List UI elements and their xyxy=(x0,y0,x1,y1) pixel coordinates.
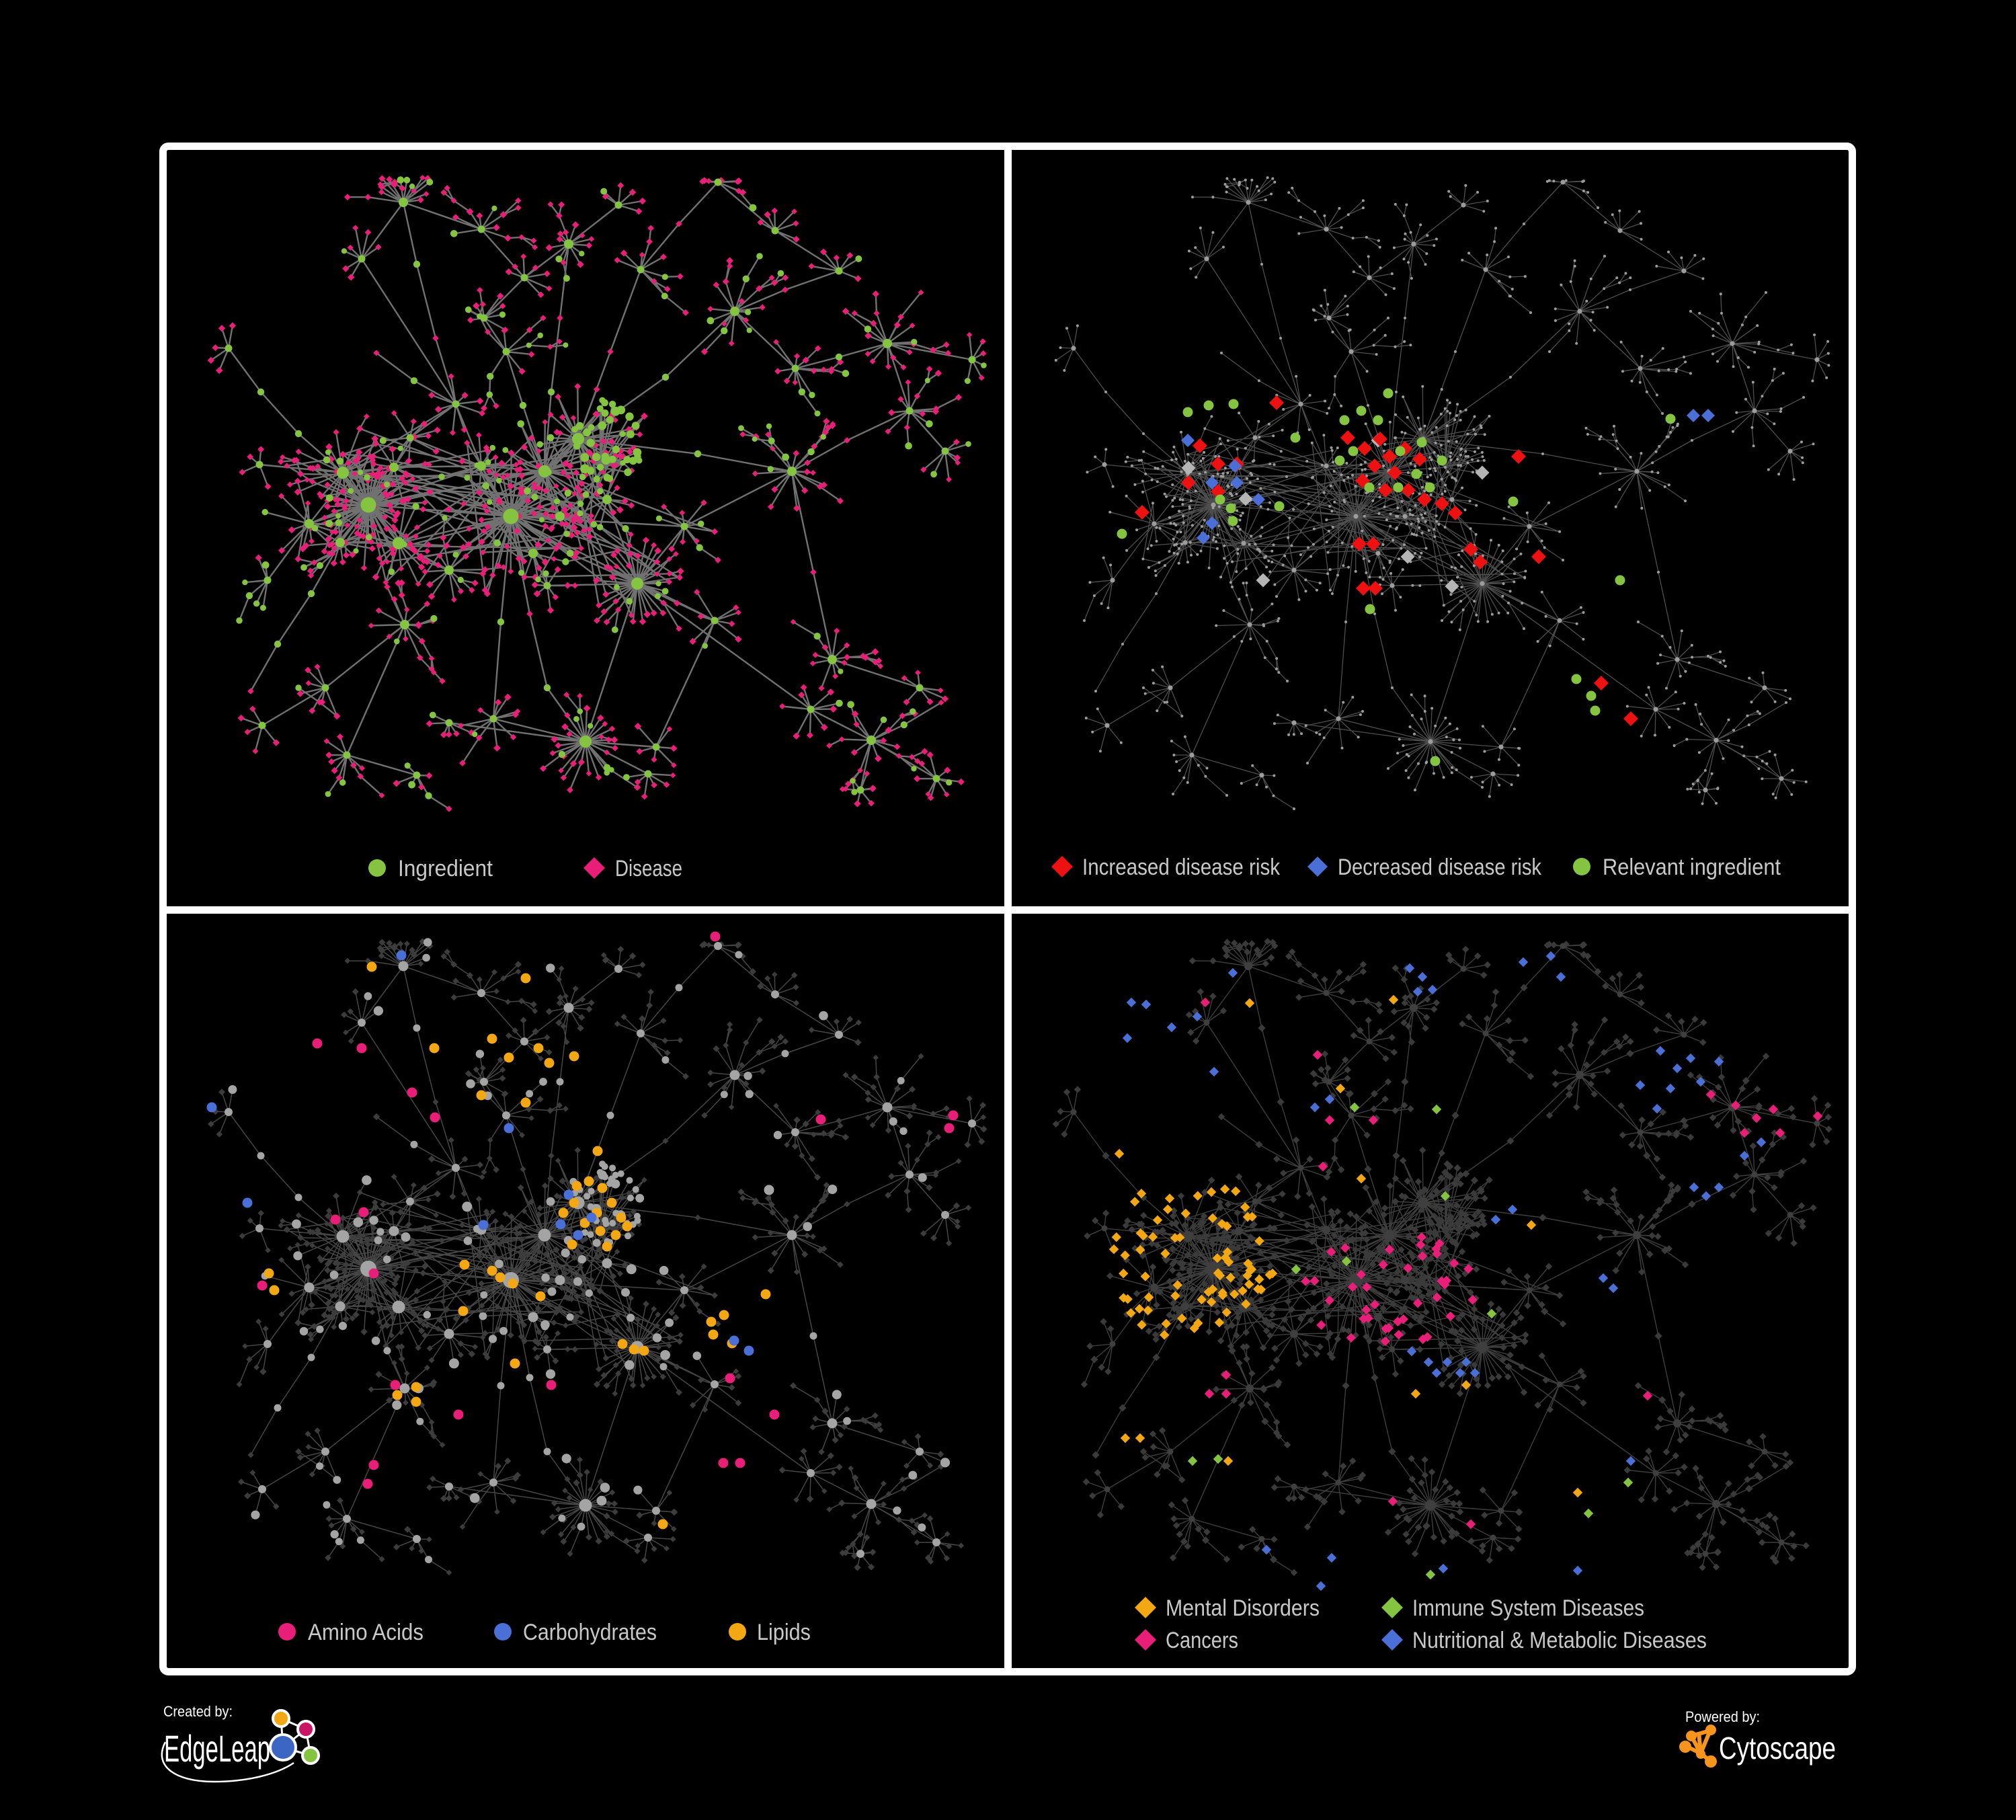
svg-text:Lipids: Lipids xyxy=(757,1620,811,1645)
svg-text:Created by:: Created by: xyxy=(163,1703,233,1720)
svg-text:Immune System Diseases: Immune System Diseases xyxy=(1412,1595,1644,1621)
svg-text:EdgeLeap: EdgeLeap xyxy=(164,1727,270,1770)
svg-text:Amino Acids: Amino Acids xyxy=(308,1620,424,1645)
svg-text:Disease: Disease xyxy=(615,856,682,881)
svg-text:Mental Disorders: Mental Disorders xyxy=(1166,1595,1320,1621)
svg-text:Carbohydrates: Carbohydrates xyxy=(523,1620,657,1645)
svg-text:Powered by:: Powered by: xyxy=(1685,1708,1760,1725)
svg-text:Relevant ingredient: Relevant ingredient xyxy=(1603,855,1781,880)
svg-text:Increased disease risk: Increased disease risk xyxy=(1082,855,1281,880)
svg-text:Cytoscape: Cytoscape xyxy=(1719,1731,1836,1766)
svg-text:Decreased disease risk: Decreased disease risk xyxy=(1338,855,1542,880)
svg-text:Cancers: Cancers xyxy=(1166,1628,1238,1653)
svg-text:Nutritional & Metabolic Diseas: Nutritional & Metabolic Diseases xyxy=(1412,1628,1707,1653)
svg-text:Ingredient: Ingredient xyxy=(398,856,493,881)
